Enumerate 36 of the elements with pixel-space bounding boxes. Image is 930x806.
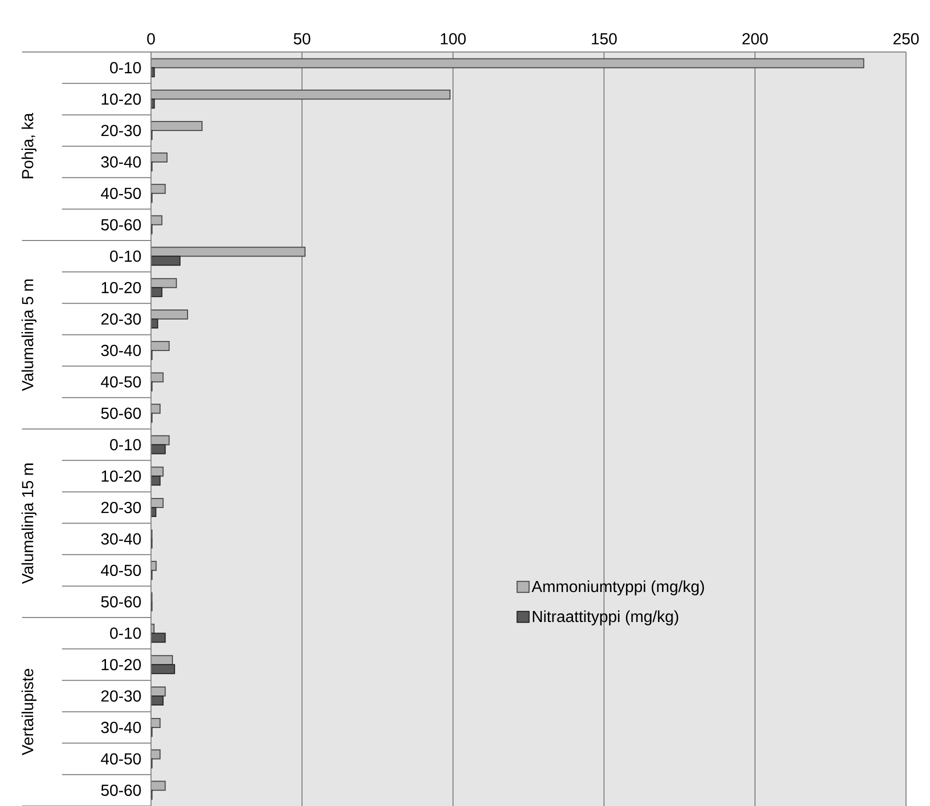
y-tick-label: 30-40 — [101, 722, 141, 734]
y-tick-label: 10-20 — [102, 282, 141, 294]
y-tick-label: 20-30 — [101, 124, 141, 136]
y-tick-label: 30-40 — [101, 156, 141, 168]
x-tick-label: 50 — [294, 33, 310, 44]
y-tick-label: 10-20 — [102, 658, 141, 670]
legend-label: Ammoniumtyppi (mg/kg) — [532, 580, 704, 596]
y-tick-label: 40-50 — [100, 376, 141, 388]
y-tick-label: 10-20 — [102, 470, 141, 482]
text: Vertailupiste — [22, 668, 36, 756]
x-tick-label: 100 — [440, 33, 466, 44]
y-tick-label: 10-20 — [102, 93, 141, 105]
y-tick-label: 20-30 — [101, 313, 141, 325]
y-tick-label: 30-40 — [101, 344, 141, 356]
y-tick-label: 0-10 — [110, 250, 141, 262]
y-tick-label: 40-50 — [100, 564, 141, 576]
y-tick-label: 50-60 — [101, 784, 141, 796]
text: Valumalinja 15 m — [22, 464, 36, 584]
y-tick-label: 0-10 — [110, 628, 141, 639]
y-tick-label: 50-60 — [101, 596, 141, 608]
y-tick-label: 20-30 — [101, 502, 141, 514]
legend-label: Nitraattityppi (mg/kg) — [532, 610, 678, 626]
y-tick-label: 40-50 — [100, 753, 141, 765]
y-tick-label: 0-10 — [110, 439, 141, 450]
x-tick-label: 150 — [592, 33, 617, 44]
y-tick-label: 50-60 — [101, 408, 141, 419]
y-tick-label: 0-10 — [110, 62, 141, 74]
x-tick-label: 200 — [742, 33, 768, 44]
x-tick-label: 0 — [147, 33, 155, 44]
y-tick-label: 20-30 — [101, 690, 141, 702]
text: Pohja, ka — [22, 112, 36, 178]
x-tick-label: 250 — [893, 33, 919, 44]
y-tick-label: 50-60 — [101, 219, 141, 230]
y-tick-label: 30-40 — [101, 533, 141, 545]
text: Valumalinja 5 m — [22, 280, 36, 391]
y-tick-label: 40-50 — [100, 188, 141, 200]
